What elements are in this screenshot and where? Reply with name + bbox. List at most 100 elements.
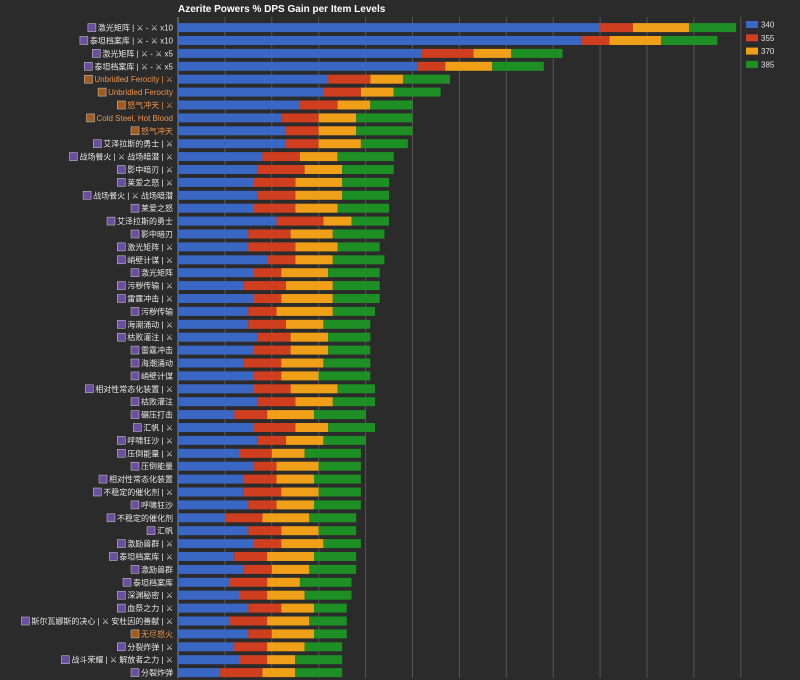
- bar-segment-370: [295, 203, 338, 213]
- shadow-blade-icon: [130, 229, 140, 239]
- catalyst-icon: [106, 513, 116, 523]
- bar-segment-340: [178, 165, 258, 174]
- bar-row: [178, 87, 441, 97]
- bar-segment-385: [314, 474, 361, 484]
- legend-swatch-340: [746, 21, 758, 28]
- power-icon: [117, 449, 126, 458]
- sandstorm-icon: [130, 500, 140, 510]
- row-label: 深渊秘密 | ⚔: [127, 590, 173, 600]
- bar-segment-340: [178, 655, 239, 665]
- bar-segment-385: [332, 229, 385, 239]
- ferocity-icon: [97, 87, 107, 97]
- bar-segment-385: [332, 281, 380, 291]
- bar-segment-385: [328, 332, 371, 342]
- titan-archive-icon: [109, 552, 118, 561]
- row-label: 激励兽群: [141, 564, 173, 574]
- battle-icon: [69, 152, 78, 161]
- herd-icon: [117, 539, 126, 548]
- bar-segment-355: [239, 655, 268, 665]
- bar-segment-355: [267, 255, 296, 265]
- row-label: 艾泽拉斯的勇士: [117, 216, 173, 226]
- glory-icon: [61, 655, 70, 664]
- bar-segment-385: [309, 616, 347, 626]
- row-label: 峭壁计谋: [141, 371, 173, 381]
- bar-row: [178, 294, 380, 303]
- bar-segment-370: [267, 642, 305, 652]
- bar-segment-355: [239, 590, 268, 600]
- bar-segment-385: [332, 306, 375, 316]
- bar-segment-370: [285, 281, 333, 291]
- bar-segment-340: [178, 590, 239, 600]
- bar-segment-355: [253, 461, 277, 471]
- row-label: 血祭之力 | ⚔: [127, 603, 173, 613]
- bar-segment-340: [178, 152, 263, 162]
- bar-row: [178, 590, 352, 600]
- row-label: 莱爱之怒: [141, 203, 173, 213]
- bar-segment-370: [290, 229, 333, 239]
- bar-segment-340: [178, 100, 300, 110]
- bar-segment-385: [328, 345, 371, 355]
- bar-segment-355: [600, 23, 633, 33]
- bar-segment-370: [295, 397, 333, 407]
- bar-segment-355: [248, 603, 282, 613]
- bar-segment-355: [234, 642, 268, 652]
- row-label: 汇帆: [157, 526, 173, 536]
- bar-segment-385: [360, 139, 408, 149]
- bar-segment-340: [178, 358, 244, 368]
- bar-segment-355: [248, 319, 286, 329]
- bar-segment-355: [248, 526, 282, 536]
- bar-segment-340: [178, 603, 249, 613]
- bar-segment-370: [281, 358, 324, 368]
- bar-segment-385: [323, 358, 371, 368]
- bar-segment-355: [243, 281, 286, 291]
- legend-swatch-355: [746, 34, 758, 42]
- row-label: 不稳定的催化剂: [117, 513, 173, 523]
- bar-segment-340: [178, 281, 244, 291]
- bar-row: [178, 203, 390, 213]
- bar-segment-340: [178, 203, 253, 213]
- sandstorm-icon: [117, 436, 126, 445]
- purple-arcane-icon: [92, 49, 101, 58]
- bar-segment-355: [248, 242, 296, 252]
- bar-segment-340: [178, 616, 230, 626]
- bar-segment-355: [257, 332, 291, 342]
- bar-segment-355: [262, 152, 300, 162]
- bar-segment-370: [281, 603, 314, 613]
- power-icon: [130, 461, 140, 471]
- shadow-blade-icon: [117, 165, 126, 174]
- titan-archive-icon: [79, 36, 89, 45]
- row-label: 污秽传输 | ⚔: [127, 281, 173, 291]
- bar-row: [178, 23, 737, 33]
- bar-segment-385: [323, 319, 371, 329]
- abyss-icon: [117, 590, 126, 600]
- bar-row: [178, 242, 380, 252]
- bar-segment-340: [178, 113, 282, 123]
- bar-segment-340: [178, 23, 601, 33]
- row-label: 汇帆 | ⚔: [143, 423, 173, 433]
- bar-segment-340: [178, 410, 235, 420]
- bar-segment-340: [178, 74, 329, 84]
- bar-segment-385: [318, 461, 361, 471]
- bar-row: [178, 126, 413, 136]
- bar-segment-370: [295, 423, 329, 432]
- bar-segment-370: [290, 332, 329, 342]
- bar-segment-385: [318, 371, 371, 381]
- bar-row: [178, 100, 413, 110]
- bar-segment-370: [304, 165, 343, 174]
- titan-archive-icon: [84, 62, 93, 71]
- fury-icon: [117, 178, 126, 187]
- bar-segment-385: [295, 668, 343, 678]
- bar-row: [178, 177, 389, 187]
- bar-segment-340: [178, 474, 244, 484]
- bar-row: [178, 152, 394, 162]
- bar-segment-340: [178, 564, 244, 574]
- bar-segment-370: [267, 552, 314, 561]
- bar-segment-370: [337, 100, 371, 110]
- fury-icon: [130, 203, 140, 213]
- bar-segment-340: [178, 306, 249, 316]
- bar-row: [178, 165, 394, 174]
- legend-label-355: 355: [761, 34, 775, 43]
- row-label: 激励兽群 | ⚔: [127, 539, 173, 549]
- row-label: 战场餐火 | ⚔ 战场暗潜: [93, 190, 173, 200]
- bar-segment-340: [178, 139, 286, 149]
